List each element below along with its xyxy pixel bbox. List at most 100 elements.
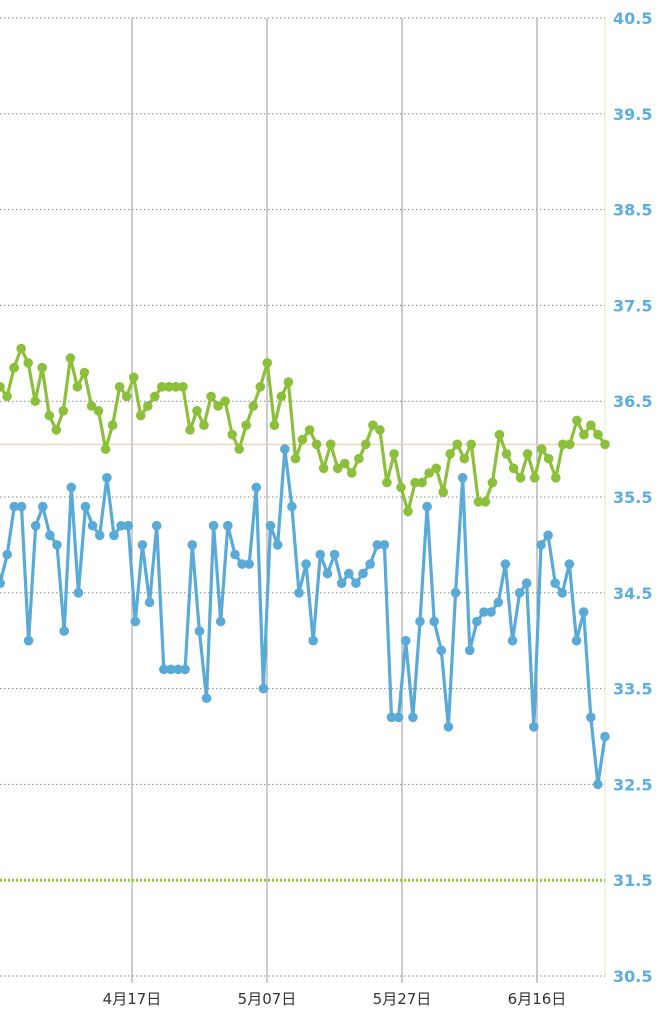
lower-data-point [578,607,589,617]
upper-data-point [431,463,442,474]
upper-data-point [30,396,40,407]
lower-data-point [429,616,440,627]
upper-data-point [480,497,491,507]
lower-data-point [130,616,141,627]
upper-data-point [178,382,188,392]
y-tick-label: 33.5 [613,680,652,699]
lower-data-point [109,530,119,541]
x-axis-labels: 4月17日 5月07日 5月27日 6月16日 [103,990,567,1008]
y-tick-label: 40.5 [613,9,652,28]
upper-data-point [508,463,519,474]
lower-data-point [479,607,489,617]
upper-data-point [389,449,399,459]
lower-data-point [272,540,283,550]
upper-data-point [283,377,294,387]
upper-data-point [2,391,12,402]
lower-data-point [415,616,425,627]
lower-data-point [9,501,20,512]
lower-data-point [201,693,212,703]
lower-data-point [593,779,603,790]
upper-data-point [16,343,26,354]
upper-data-point [368,420,378,431]
upper-data-point [403,506,413,517]
lower-data-point [215,616,226,627]
upper-data-point [44,410,55,421]
reference-lines [0,443,605,882]
lower-data-point [87,520,98,531]
lower-data-point [493,597,504,608]
lower-data-point [223,520,233,531]
lower-data-point [23,635,34,646]
x-tick-label: 5月07日 [238,990,297,1008]
upper-data-point [347,468,357,478]
upper-data-point [473,497,484,507]
upper-data-point [37,362,47,373]
y-tick-label: 30.5 [613,967,652,986]
y-tick-label: 35.5 [613,488,652,507]
upper-data-point [234,444,244,454]
upper-data-point [9,362,19,373]
y-tick-label: 36.5 [613,392,652,411]
lower-data-point [0,578,5,588]
upper-data-point [192,406,202,416]
upper-data-point [382,477,392,488]
y-axis-labels: 40.5 39.5 38.5 37.5 36.5 35.5 34.5 33.5 32.5 31.5… [613,9,652,986]
upper-data-point [452,439,463,450]
upper-data-point [515,473,526,483]
upper-data-point [206,391,216,402]
lower-data-point [372,540,383,550]
lower-data-point [258,683,269,694]
lower-data-point [543,530,553,541]
x-tick-label: 5月27日 [373,990,432,1008]
upper-data-point [586,420,596,431]
upper-data-point [487,477,498,488]
upper-data-point [424,468,434,478]
horizontal-gridlines [0,17,606,977]
upper-data-point [86,401,97,411]
upper-data-point [325,439,336,450]
lower-data-point [80,501,91,512]
lower-data-point [173,664,183,675]
upper-data-point [445,449,456,459]
lower-data-point [116,520,126,531]
lower-data-point [294,588,304,598]
lower-data-point [550,578,560,588]
lower-data-point [400,635,411,646]
y-tick-label: 32.5 [613,775,652,794]
upper-data-point [572,415,582,426]
upper-series-line [0,346,607,513]
upper-data-point [269,420,280,431]
lower-data-point [351,578,361,588]
upper-data-point [65,353,76,363]
lower-data-point [393,712,404,723]
upper-data-point [466,439,477,450]
y-tick-label: 31.5 [613,871,652,890]
upper-data-point [255,382,266,392]
upper-data-point [361,439,371,450]
lower-data-point [94,530,105,541]
upper-data-point [248,401,259,411]
lower-data-point [422,501,432,512]
lower-data-point [600,731,610,742]
lower-data-point [280,444,290,454]
lower-data-point [187,540,198,550]
upper-data-point [276,391,287,402]
lower-data-point [315,549,326,560]
lower-data-point [137,540,148,550]
lower-data-point [465,645,475,656]
upper-data-point [171,382,181,392]
upper-data-point [536,444,547,454]
lower-data-point [436,645,447,656]
x-tick-label: 4月17日 [103,990,162,1008]
lower-data-point [38,501,48,512]
upper-data-point [410,477,420,488]
y-tick-label: 38.5 [613,201,652,220]
lower-data-point [386,712,397,723]
lower-data-point [586,712,596,723]
lower-data-point [123,520,133,531]
lower-data-point [159,664,169,675]
upper-data-point [529,473,540,483]
upper-data-point [565,439,575,450]
lower-data-point [536,540,546,550]
upper-data-point [304,425,315,435]
